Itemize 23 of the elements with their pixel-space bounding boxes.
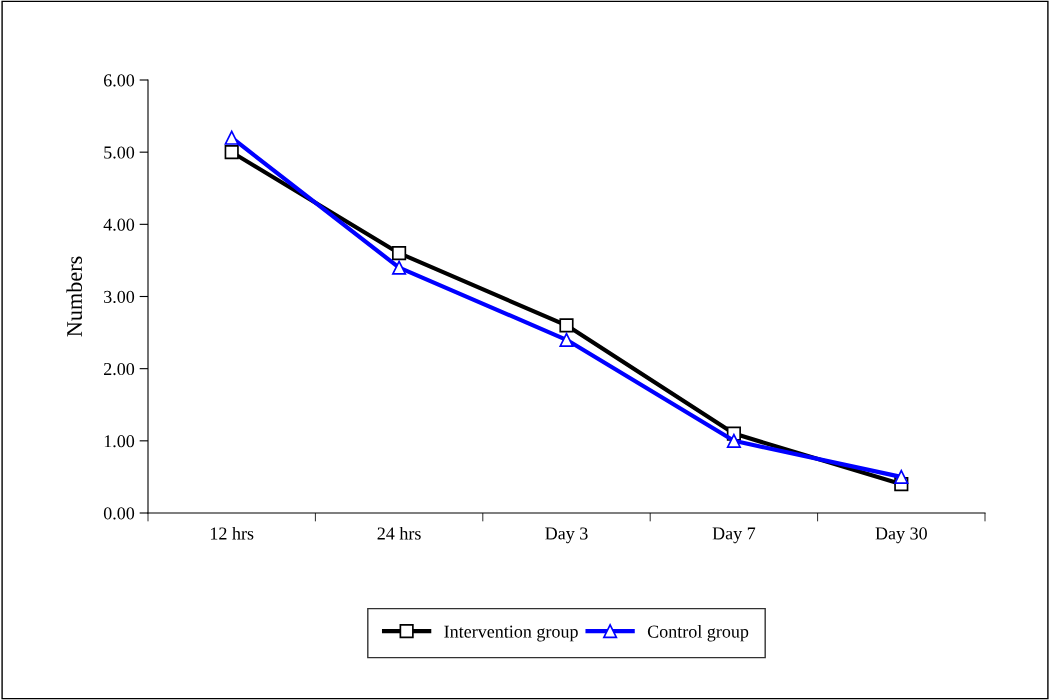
x-tick-label: Day 7 — [712, 527, 756, 544]
y-tick-label: 6.00 — [103, 74, 135, 87]
point — [392, 246, 407, 261]
x-tick-label: 24 hrs — [377, 526, 421, 540]
point — [224, 130, 239, 145]
y-tick-label: 3.00 — [104, 290, 135, 304]
y-tick-label: 1.00 — [104, 435, 135, 448]
x-tick-label: Day 30 — [875, 527, 927, 544]
y-tick-label: 5.00 — [104, 146, 135, 159]
point — [559, 318, 574, 333]
y-tick-label: 0.00 — [103, 507, 135, 520]
legend-label: Intervention group — [444, 625, 578, 642]
x-tick-label: 12 hrs — [210, 526, 254, 540]
point — [224, 145, 239, 160]
point — [392, 260, 407, 275]
legend-label: Control group — [647, 624, 749, 642]
x-tick-label: Day 3 — [545, 527, 588, 544]
point — [559, 332, 574, 347]
y-tick-label: 4.00 — [103, 218, 135, 231]
point — [894, 469, 909, 485]
point — [726, 433, 741, 448]
y-axis-title: Numbers — [66, 256, 83, 337]
y-tick-label: 2.00 — [104, 362, 135, 376]
